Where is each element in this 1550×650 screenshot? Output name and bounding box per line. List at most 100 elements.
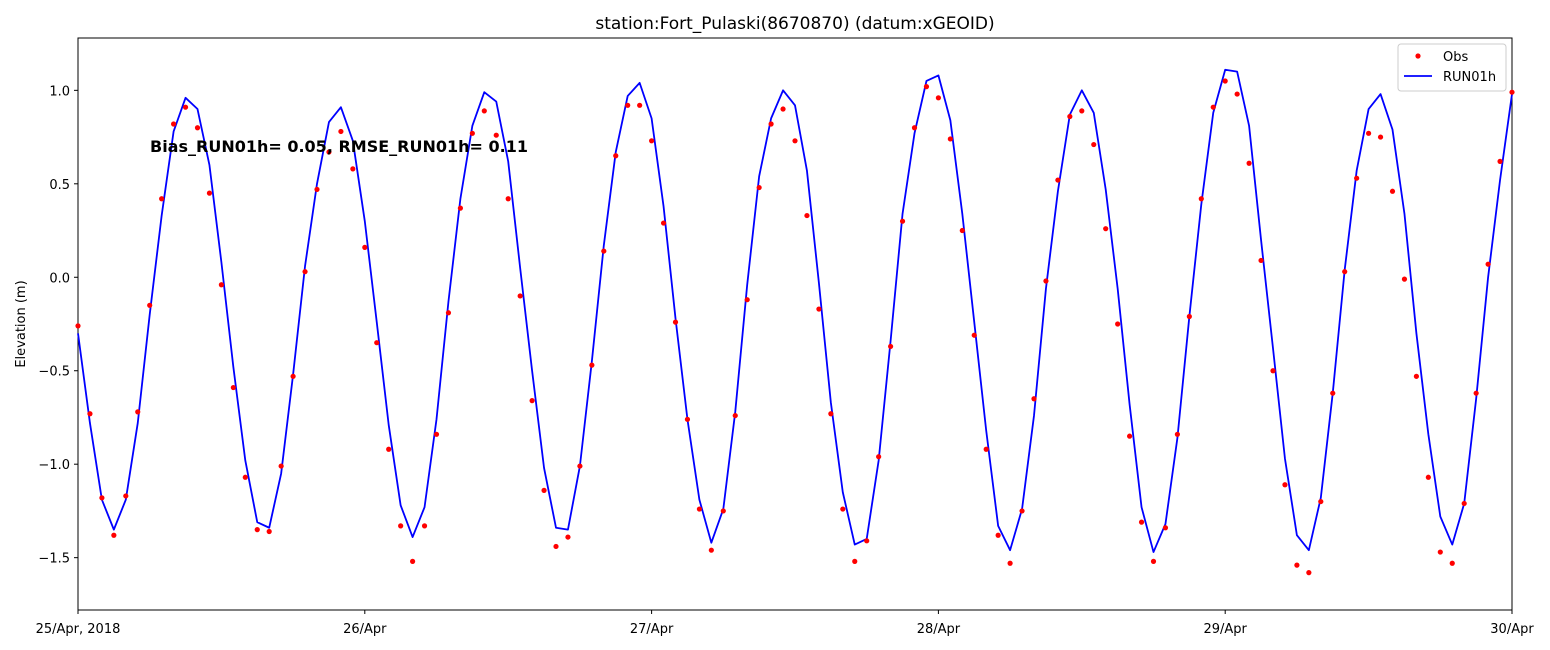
obs-point	[99, 495, 105, 501]
obs-point	[1246, 160, 1252, 166]
obs-point	[768, 121, 774, 127]
obs-point	[696, 506, 703, 512]
obs-point	[1509, 89, 1515, 95]
obs-point	[1366, 130, 1372, 136]
obs-point	[135, 409, 141, 415]
y-axis-label: Elevation (m)	[14, 280, 29, 367]
obs-point	[1138, 519, 1145, 525]
obs-point	[1055, 177, 1061, 183]
obs-point	[780, 106, 786, 112]
obs-point	[1222, 78, 1228, 84]
obs-point	[290, 373, 296, 379]
obs-point	[314, 186, 320, 193]
obs-point	[182, 104, 189, 110]
obs-point	[1150, 558, 1157, 564]
obs-point	[1377, 134, 1384, 140]
obs-point	[1497, 158, 1503, 164]
y-tick-label: 0.0	[49, 271, 70, 286]
obs-point	[1306, 570, 1312, 576]
obs-point	[1401, 276, 1408, 282]
obs-point	[1174, 431, 1180, 437]
obs-point	[935, 95, 942, 101]
obs-point	[1162, 525, 1169, 531]
obs-point	[87, 411, 93, 417]
obs-point	[1425, 474, 1431, 480]
obs-point	[481, 108, 487, 114]
obs-point	[613, 153, 619, 159]
obs-point	[1342, 269, 1348, 275]
obs-point	[864, 538, 870, 544]
plot-area	[77, 37, 1513, 611]
chart-title: station:Fort_Pulaski(8670870) (datum:xGE…	[595, 14, 994, 34]
legend-marker-obs	[1415, 53, 1421, 59]
obs-point	[1354, 175, 1360, 181]
obs-point	[852, 558, 858, 564]
obs-point	[816, 306, 822, 312]
obs-point	[1461, 500, 1467, 507]
obs-point	[744, 297, 750, 303]
x-tick-label: 29/Apr	[1203, 622, 1247, 637]
obs-point	[374, 340, 380, 346]
y-tick-label: −0.5	[38, 365, 70, 380]
series-line-run01h	[77, 68, 1513, 553]
obs-point	[1270, 368, 1276, 374]
obs-point	[398, 523, 404, 529]
obs-point	[995, 532, 1001, 538]
obs-point	[505, 196, 511, 202]
obs-point	[1210, 104, 1216, 110]
obs-point	[1198, 196, 1204, 202]
series-run01h-group	[77, 68, 1513, 553]
obs-point	[899, 218, 906, 224]
obs-point	[1186, 313, 1192, 320]
obs-point	[804, 212, 810, 219]
obs-point	[649, 138, 655, 144]
obs-point	[1258, 257, 1264, 264]
obs-point	[1091, 141, 1097, 148]
obs-point	[171, 121, 177, 127]
y-tick-label: 0.5	[49, 178, 70, 193]
obs-point	[840, 506, 846, 512]
obs-point	[1330, 390, 1336, 396]
obs-point	[1127, 433, 1133, 439]
obs-point	[1413, 373, 1419, 379]
obs-point	[947, 136, 953, 142]
obs-point	[672, 319, 679, 325]
obs-point	[75, 323, 81, 329]
x-tick-label: 28/Apr	[917, 622, 961, 637]
obs-point	[1079, 108, 1085, 114]
obs-point	[266, 528, 272, 535]
y-tick-label: 1.0	[49, 84, 70, 99]
obs-point	[362, 244, 368, 250]
x-tick-label: 25/Apr, 2018	[36, 622, 121, 637]
obs-point	[1115, 321, 1121, 327]
obs-point	[206, 190, 213, 196]
obs-point	[111, 532, 117, 538]
obs-point	[828, 411, 834, 417]
y-tick-label: −1.5	[38, 552, 70, 567]
obs-point	[959, 227, 965, 234]
y-tick-label: −1.0	[38, 458, 70, 473]
obs-point	[553, 543, 559, 550]
x-tick-label: 26/Apr	[343, 622, 387, 637]
obs-point	[792, 138, 798, 144]
series-obs-group	[75, 78, 1515, 576]
obs-point	[326, 149, 332, 155]
obs-point	[1282, 482, 1288, 488]
obs-point	[756, 184, 762, 191]
obs-point	[517, 293, 523, 299]
obs-point	[147, 302, 153, 308]
obs-point	[218, 282, 224, 288]
obs-point	[983, 446, 989, 452]
obs-point	[386, 446, 392, 452]
legend-label-run01h: RUN01h	[1443, 70, 1496, 85]
obs-point	[923, 84, 930, 90]
x-tick-label: 30/Apr	[1490, 622, 1534, 637]
obs-point	[302, 269, 308, 275]
obs-point	[159, 196, 165, 202]
obs-point	[1449, 560, 1455, 566]
obs-point	[541, 487, 547, 493]
obs-point	[469, 130, 475, 136]
obs-point	[194, 125, 201, 131]
